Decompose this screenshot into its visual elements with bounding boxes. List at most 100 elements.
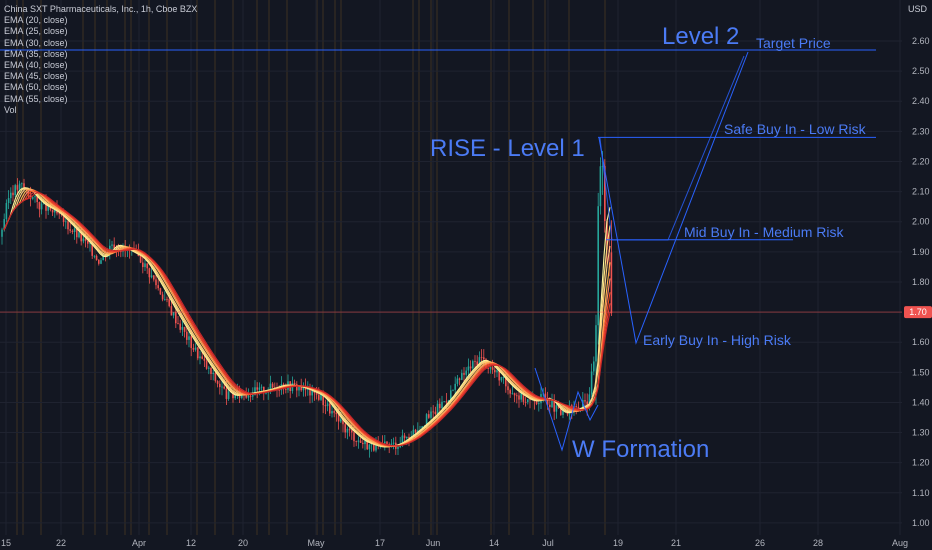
candle-body — [524, 401, 527, 403]
x-tick-label: 14 — [489, 538, 499, 548]
candle-body — [10, 192, 12, 199]
candle-body — [142, 262, 144, 268]
candle-body — [366, 440, 368, 450]
y-tick-label: 2.00 — [912, 217, 930, 227]
candle-body — [498, 370, 500, 381]
candle-body — [340, 419, 342, 422]
candle-body — [320, 394, 322, 400]
session-band — [418, 0, 420, 535]
candle-body — [181, 327, 184, 330]
session-band — [130, 0, 132, 535]
candle-body — [166, 299, 168, 300]
candle-body — [203, 358, 206, 361]
legend-ema-45[interactable]: EMA (45, close) — [4, 71, 68, 82]
legend-ema-25[interactable]: EMA (25, close) — [4, 26, 68, 37]
candle-body — [172, 312, 175, 316]
safe-projection-path[interactable] — [599, 55, 745, 241]
candle-body — [555, 405, 558, 412]
legend-ema-35[interactable]: EMA (35, close) — [4, 48, 68, 59]
candle-body — [71, 230, 74, 233]
candle-body — [192, 348, 195, 350]
candle-body — [329, 403, 331, 414]
candle-body — [518, 395, 520, 400]
candle-body — [5, 202, 8, 220]
y-tick-label: 1.90 — [912, 247, 930, 257]
session-band — [148, 0, 150, 535]
time-axis[interactable]: 15 22 Apr 12 20 May 17 Jun 14 Jul 19 21 26 28 Aug — [1, 538, 908, 548]
candle-body — [346, 428, 349, 433]
candle-body — [487, 368, 489, 369]
candle-body — [601, 166, 604, 167]
candle-body — [183, 327, 186, 332]
candle-body — [331, 411, 333, 414]
y-tick-label: 2.30 — [912, 126, 930, 136]
candle-body — [597, 206, 599, 326]
candle-body — [302, 385, 305, 391]
candle-body — [212, 372, 214, 374]
candle-body — [375, 442, 377, 451]
x-tick-label: 20 — [238, 538, 248, 548]
legend-title[interactable]: China SXT Pharmaceuticals, Inc., 1h, Cbo… — [4, 4, 198, 14]
session-band — [286, 0, 288, 535]
candle-body — [278, 389, 280, 391]
session-band — [256, 0, 258, 535]
legend-volume[interactable]: Vol — [4, 104, 17, 115]
candle-body — [397, 447, 399, 449]
rise-level1-label: RISE - Level 1 — [430, 135, 585, 162]
candle-body — [18, 183, 21, 190]
legend-ema-55[interactable]: EMA (55, close) — [4, 93, 68, 104]
candle-body — [87, 240, 89, 244]
candle-body — [45, 202, 47, 211]
candle-body — [188, 336, 190, 340]
candle-body — [439, 403, 441, 409]
candle-body — [500, 377, 503, 381]
candle-body — [342, 419, 344, 425]
candle-body — [144, 263, 146, 268]
candle-body — [256, 387, 258, 390]
current-price-badge — [904, 306, 932, 319]
candle-body — [73, 228, 76, 233]
legend-ema-50[interactable]: EMA (50, close) — [4, 82, 68, 93]
candle-body — [359, 440, 362, 443]
candle-body — [428, 414, 430, 418]
candle-body — [546, 397, 549, 405]
y-tick-label: 1.00 — [912, 518, 930, 528]
legend-ema-20[interactable]: EMA (20, close) — [4, 15, 68, 26]
candle-body — [84, 238, 87, 241]
candle-body — [472, 361, 474, 369]
candle-body — [560, 408, 562, 415]
session-band — [40, 0, 42, 535]
candle-body — [480, 357, 483, 358]
candle-body — [355, 441, 357, 442]
candle-body — [315, 392, 318, 395]
candle-body — [216, 381, 219, 384]
candle-body — [549, 404, 551, 408]
candle-body — [513, 393, 516, 396]
candle-body — [551, 400, 553, 408]
session-band — [106, 0, 108, 535]
candle-body — [494, 369, 496, 373]
legend-ema-40[interactable]: EMA (40, close) — [4, 60, 68, 71]
candle-body — [599, 166, 602, 207]
candle-body — [225, 388, 228, 399]
candle-body — [441, 401, 443, 409]
w-formation-path[interactable] — [534, 367, 599, 452]
candle-body — [21, 183, 23, 185]
candle-body — [293, 382, 296, 385]
candle-body — [150, 275, 153, 278]
candle-body — [177, 323, 179, 325]
legend-ema-30[interactable]: EMA (30, close) — [4, 37, 68, 48]
session-band — [322, 0, 324, 535]
candle-body — [69, 229, 71, 231]
candle-body — [300, 386, 302, 391]
candle-body — [197, 347, 199, 359]
candle-body — [80, 232, 82, 242]
candle-body — [445, 401, 448, 403]
candle-body — [502, 377, 505, 378]
candle-body — [148, 268, 151, 278]
candle-body — [214, 372, 217, 382]
candle-body — [93, 255, 96, 257]
projection-path[interactable] — [598, 51, 749, 345]
candle-body — [252, 395, 254, 397]
